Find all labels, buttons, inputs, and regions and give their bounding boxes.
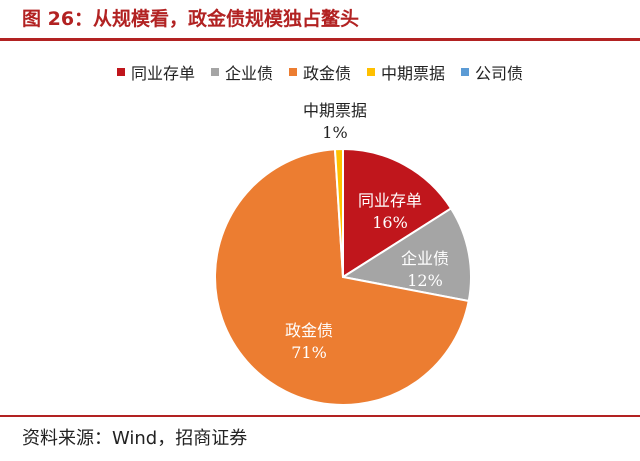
pie-labels: 同业存单 16% 企业债 12% 政金债 71% 中期票据 1% xyxy=(285,101,449,362)
slice-label-name-tongye: 同业存单 xyxy=(358,191,422,210)
pie-slice-qiye xyxy=(340,207,472,303)
figure-title: 图 26：从规模看，政金债规模独占鳌头 xyxy=(22,8,360,30)
pie-slice-tongye xyxy=(342,147,453,279)
slice-label-value-zhengjin: 71% xyxy=(291,343,327,362)
title-divider xyxy=(0,38,640,41)
pie-slices xyxy=(214,147,472,406)
legend-swatch-zhongqi xyxy=(367,68,375,76)
legend-swatch-tongye xyxy=(116,68,125,76)
legend-swatch-zhengjin xyxy=(288,68,297,76)
legend-label-zhongqi: 中期票据 xyxy=(381,64,446,83)
pie-slice-zhengjin xyxy=(214,148,470,406)
legend-item-zhongqi: 中期票据 xyxy=(367,60,445,84)
chart-legend: 同业存单 企业债 政金债 中期票据 公司债 xyxy=(0,60,640,84)
slice-label-name-zhongqi: 中期票据 xyxy=(303,101,367,120)
pie-slice-zhongqi xyxy=(333,147,344,278)
source-note: 资料来源：Wind，招商证券 xyxy=(22,428,248,449)
slice-label-name-zhengjin: 政金债 xyxy=(285,321,333,340)
legend-swatch-qiye xyxy=(210,68,219,76)
legend-item-tongye: 同业存单 xyxy=(116,60,195,84)
slice-label-name-qiye: 企业债 xyxy=(401,249,449,268)
legend-label-tongye: 同业存单 xyxy=(130,64,195,83)
legend-label-qiye: 企业债 xyxy=(224,64,273,83)
slice-label-value-zhongqi: 1% xyxy=(322,123,347,142)
legend-item-qiye: 企业债 xyxy=(210,60,273,84)
legend-item-gongsi: 公司债 xyxy=(461,60,523,84)
slice-label-value-tongye: 16% xyxy=(372,213,408,232)
legend-label-gongsi: 公司债 xyxy=(475,64,524,83)
legend-swatch-gongsi xyxy=(461,68,470,76)
slice-label-value-qiye: 12% xyxy=(407,271,443,290)
legend-item-zhengjin: 政金债 xyxy=(288,60,351,84)
legend-label-zhengjin: 政金债 xyxy=(302,64,351,83)
footer-divider xyxy=(0,415,640,417)
